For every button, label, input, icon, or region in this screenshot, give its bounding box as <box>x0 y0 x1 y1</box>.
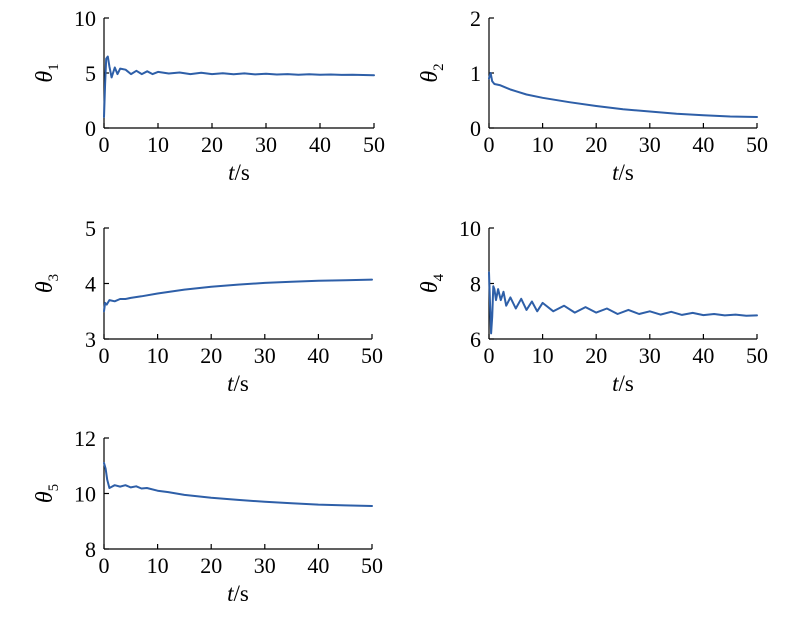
x-tick-label: 30 <box>639 132 661 157</box>
x-tick-label: 10 <box>147 343 169 368</box>
x-tick-label: 0 <box>99 343 110 368</box>
x-tick-label: 50 <box>363 132 385 157</box>
x-tick-label: 30 <box>639 343 661 368</box>
x-tick-label: 50 <box>361 553 383 578</box>
y-tick-label: 3 <box>85 327 96 352</box>
x-axis-label-unit: /s <box>619 160 634 185</box>
y-tick-label: 1 <box>470 61 481 86</box>
y-axis-label-symbol: θ <box>417 281 443 293</box>
x-tick-label: 0 <box>484 343 495 368</box>
y-tick-label: 5 <box>85 216 96 241</box>
x-tick-label: 40 <box>307 553 329 578</box>
x-axis-label-var: t <box>228 160 235 185</box>
y-tick-label: 10 <box>74 6 96 31</box>
y-axis-label-subscript: 5 <box>46 484 62 492</box>
y-tick-label: 4 <box>85 272 96 297</box>
x-axis-label: t/s <box>228 160 250 185</box>
y-axis-label-subscript: 3 <box>46 274 62 282</box>
x-tick-label: 30 <box>254 343 276 368</box>
x-tick-label: 10 <box>147 553 169 578</box>
x-tick-label: 20 <box>200 553 222 578</box>
x-tick-label: 20 <box>200 343 222 368</box>
x-tick-label: 20 <box>201 132 223 157</box>
x-tick-label: 30 <box>254 553 276 578</box>
y-axis-label-subscript: 4 <box>431 273 447 281</box>
x-tick-label: 30 <box>255 132 277 157</box>
series-line-3 <box>103 278 373 313</box>
x-tick-label: 50 <box>361 343 383 368</box>
series-line-5 <box>103 462 373 507</box>
subplot-5: 0 10 20 30 40 50 8 10 12 t/s θ5 <box>32 426 383 606</box>
y-axis-label-subscript: 1 <box>46 63 62 71</box>
y-tick-label: 0 <box>470 116 481 141</box>
x-axis-label-var: t <box>612 371 619 396</box>
y-tick-label: 8 <box>85 537 96 562</box>
x-axis-label-var: t <box>612 160 619 185</box>
x-axis-label: t/s <box>612 371 634 396</box>
subplot-4: 0 10 20 30 40 50 6 8 10 t/s θ4 <box>417 216 768 396</box>
y-tick-label: 2 <box>470 6 481 31</box>
y-axis-label-symbol: θ <box>417 71 443 83</box>
x-tick-label: 40 <box>692 132 714 157</box>
x-tick-label: 40 <box>309 132 331 157</box>
x-tick-label: 10 <box>532 343 554 368</box>
x-tick-label: 0 <box>99 132 110 157</box>
y-tick-label: 5 <box>85 61 96 86</box>
y-tick-label: 0 <box>85 116 96 141</box>
x-tick-label: 40 <box>307 343 329 368</box>
series-line-4 <box>488 271 758 335</box>
y-tick-label: 8 <box>470 272 481 297</box>
subplot-1: 0 10 20 30 40 50 0 5 10 t/s θ1 <box>32 6 385 185</box>
x-tick-label: 50 <box>746 343 768 368</box>
y-axis-label: θ3 <box>32 274 62 293</box>
x-tick-label: 50 <box>746 132 768 157</box>
x-axis-label-unit: /s <box>234 371 249 396</box>
x-tick-label: 0 <box>484 132 495 157</box>
y-axis-label-symbol: θ <box>32 281 58 293</box>
series-line-1 <box>103 55 375 118</box>
x-axis-label-unit: /s <box>235 160 250 185</box>
x-axis-label-var: t <box>227 581 234 606</box>
y-tick-label: 12 <box>74 426 96 451</box>
y-axis-label: θ5 <box>32 484 62 503</box>
x-tick-label: 10 <box>532 132 554 157</box>
x-axis-label: t/s <box>612 160 634 185</box>
x-axis-label-var: t <box>227 371 234 396</box>
x-axis-label-unit: /s <box>234 581 249 606</box>
y-axis-label: θ1 <box>32 63 62 82</box>
y-tick-label: 10 <box>459 216 481 241</box>
y-axis-label-symbol: θ <box>32 491 58 503</box>
y-axis-label: θ4 <box>417 273 447 293</box>
y-axis-label: θ2 <box>417 63 447 82</box>
series-line-2 <box>488 72 758 118</box>
y-axis-label-subscript: 2 <box>431 63 447 71</box>
x-axis-label-unit: /s <box>619 371 634 396</box>
x-tick-label: 10 <box>147 132 169 157</box>
y-tick-label: 6 <box>470 327 481 352</box>
x-tick-label: 40 <box>692 343 714 368</box>
y-tick-label: 10 <box>74 482 96 507</box>
x-tick-label: 20 <box>585 343 607 368</box>
x-axis-label: t/s <box>227 581 249 606</box>
x-tick-label: 0 <box>99 553 110 578</box>
x-tick-label: 20 <box>585 132 607 157</box>
x-axis-label: t/s <box>227 371 249 396</box>
y-axis-label-symbol: θ <box>32 71 58 83</box>
